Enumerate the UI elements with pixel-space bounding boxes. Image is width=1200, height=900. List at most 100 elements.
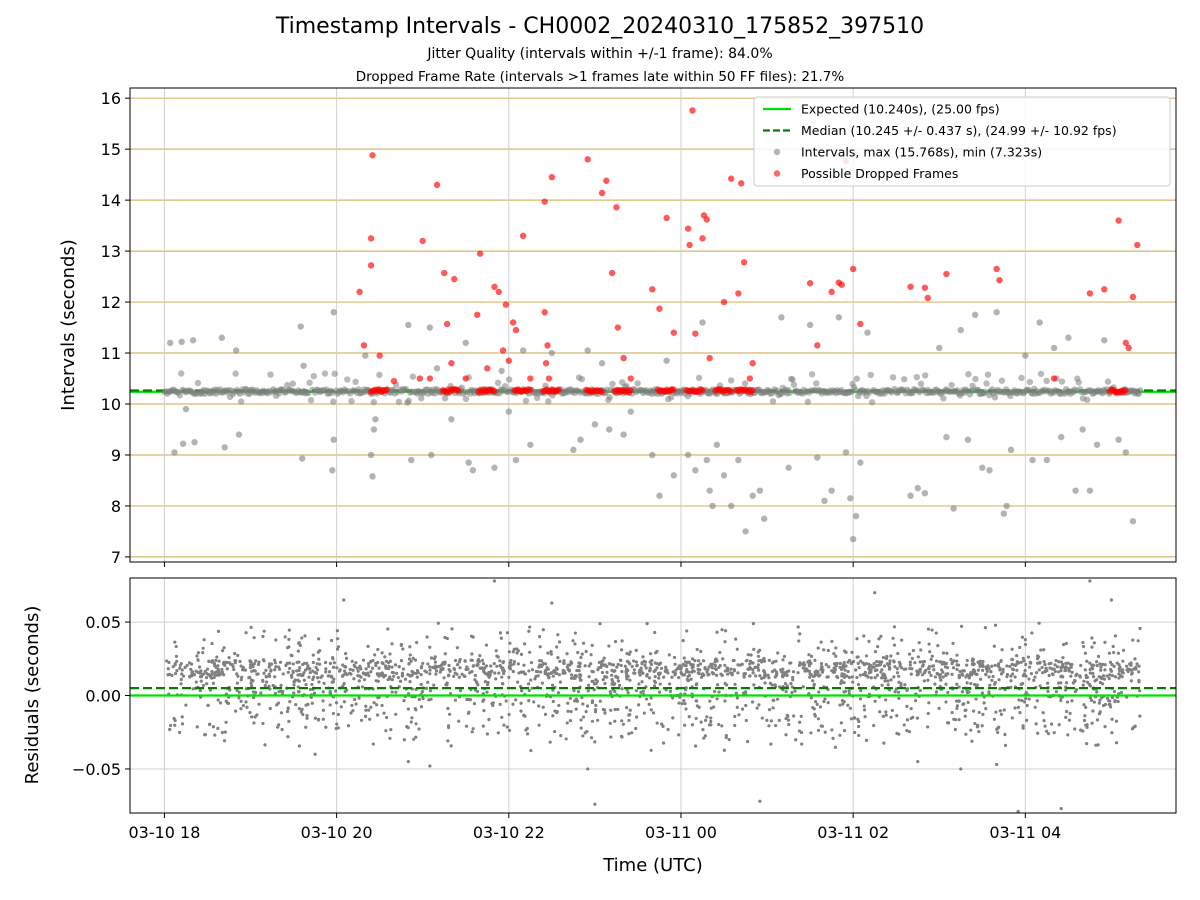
interval-point: [991, 394, 999, 401]
residual-point: [818, 673, 822, 677]
residual-point: [508, 664, 512, 668]
residual-point: [311, 669, 315, 673]
residual-point: [1049, 722, 1054, 726]
residual-point: [417, 727, 421, 731]
residual-point: [658, 671, 662, 675]
residual-point: [628, 708, 632, 712]
interval-point: [867, 371, 874, 379]
residual-point: [565, 652, 569, 656]
residual-point: [922, 679, 926, 683]
residual-point: [248, 666, 253, 670]
residual-point: [208, 674, 212, 679]
residual-point: [1112, 689, 1117, 694]
interval-point: [506, 376, 513, 383]
interval-point: [741, 380, 749, 387]
residual-point: [180, 715, 184, 719]
interval-point: [847, 495, 854, 502]
residual-point: [346, 724, 351, 728]
residual-point: [1041, 671, 1045, 675]
residual-point: [310, 701, 314, 705]
residual-point: [1053, 669, 1057, 674]
residual-point: [178, 666, 182, 670]
residual-point: [268, 706, 272, 711]
residual-point: [368, 717, 372, 721]
residual-point: [1116, 699, 1120, 704]
residual-point: [853, 730, 857, 735]
residual-point: [1015, 668, 1019, 672]
residual-point: [557, 673, 562, 677]
residual-point: [685, 629, 689, 633]
residual-point: [342, 681, 346, 686]
residual-point: [1099, 668, 1103, 672]
residual-point: [367, 664, 371, 669]
residual-point: [194, 680, 198, 684]
residual-point: [195, 654, 199, 658]
residual-point: [1081, 644, 1086, 649]
residual-point: [888, 659, 892, 663]
residual-point: [926, 725, 930, 729]
residual-point: [364, 708, 368, 712]
residual-point: [468, 698, 473, 702]
residual-point: [633, 671, 637, 675]
residual-point: [662, 675, 666, 679]
residual-point: [609, 735, 613, 739]
interval-point: [494, 379, 502, 387]
residual-point: [620, 669, 624, 674]
residual-point: [930, 664, 935, 668]
residual-point: [684, 707, 688, 711]
interval-point: [727, 502, 735, 510]
residual-point: [286, 670, 290, 674]
dropped-frame-point: [448, 360, 455, 367]
interval-point: [306, 379, 313, 386]
residual-point: [711, 672, 715, 676]
residual-point: [296, 678, 300, 682]
residual-point: [566, 701, 570, 705]
residual-point: [733, 682, 737, 686]
interval-point: [979, 464, 986, 471]
residual-point: [823, 730, 827, 734]
x-tick-label: 03-10 18: [128, 823, 200, 842]
residual-point: [336, 726, 340, 730]
dropped-frame-point: [663, 214, 670, 222]
residual-point: [551, 674, 555, 678]
residual-point: [645, 674, 649, 678]
residual-point: [387, 664, 391, 669]
residual-point: [648, 669, 652, 673]
residual-point: [843, 668, 847, 672]
residual-point: [317, 637, 321, 641]
dropped-frame-point: [367, 235, 375, 242]
residual-point: [393, 663, 398, 667]
residual-point: [175, 669, 179, 673]
residual-point: [539, 659, 544, 663]
interval-point: [1000, 510, 1008, 517]
residual-point: [1085, 659, 1089, 663]
residual-point: [313, 752, 317, 756]
residual-point: [722, 748, 726, 752]
residual-point: [501, 682, 505, 686]
residual-point: [1075, 672, 1079, 676]
residual-point: [168, 723, 173, 728]
x-tick-label: 03-11 00: [645, 823, 717, 842]
interval-point: [806, 321, 814, 329]
residual-point: [539, 670, 543, 674]
residual-point: [859, 659, 863, 663]
residual-point: [428, 665, 432, 669]
residual-point: [679, 671, 684, 676]
residual-point: [547, 675, 551, 679]
residual-point: [635, 663, 639, 667]
residual-point: [971, 657, 975, 661]
residual-point: [723, 699, 727, 703]
residual-point: [331, 655, 335, 660]
interval-point: [362, 352, 369, 359]
residual-point: [731, 658, 735, 663]
residual-point: [283, 635, 287, 639]
residual-point: [1133, 657, 1137, 661]
interval-point: [709, 502, 716, 510]
residual-point: [620, 719, 624, 723]
interval-point: [331, 370, 338, 377]
residual-point: [933, 675, 937, 679]
residual-point: [893, 690, 897, 694]
residual-point: [977, 710, 981, 715]
interval-point: [584, 347, 591, 354]
residual-point: [965, 681, 969, 685]
